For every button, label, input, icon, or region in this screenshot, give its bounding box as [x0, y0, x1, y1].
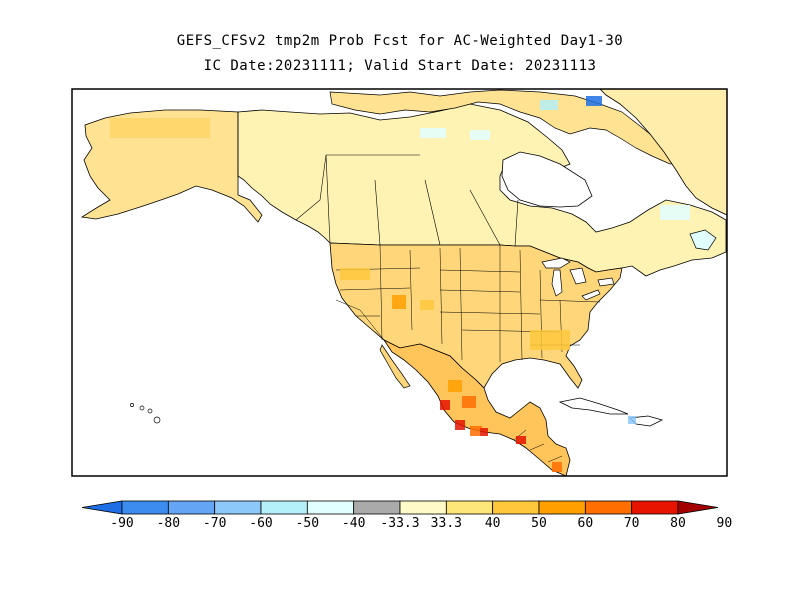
colorbar-tick-label: 40: [484, 516, 501, 531]
colorbar-tick-label: 80: [670, 516, 686, 531]
colorbar-tick-label: 90: [716, 516, 733, 531]
colorbar-tick-label: 60: [577, 516, 594, 531]
colorbar-swatch: [214, 500, 262, 515]
baja-california: [379, 344, 411, 389]
cuba-island: [558, 397, 629, 415]
map-frame: [71, 88, 728, 477]
colorbar-tick-label: -80: [156, 516, 181, 531]
newfoundland-island: [689, 229, 717, 251]
colorbar-swatch: [121, 500, 169, 515]
province-boundaries: [237, 112, 519, 247]
colorbar-tick-label: 33.3: [430, 516, 462, 531]
colorbar-swatch: [353, 500, 401, 515]
colorbar-swatch: [631, 500, 679, 515]
colorbar-swatch: [306, 500, 355, 515]
colorbar-swatch: [538, 500, 586, 515]
probability-shading: [110, 96, 690, 472]
colorbar-swatch: [492, 500, 540, 515]
colorbar-swatch: [445, 500, 494, 515]
hawaii-islands: [130, 403, 161, 424]
colorbar-swatch: [399, 500, 447, 515]
arctic-islands: [329, 89, 691, 165]
chart-subtitle: IC Date:20231111; Valid Start Date: 2023…: [203, 58, 597, 74]
colorbar-tick-label: -90: [110, 516, 134, 531]
colorbar-swatch: [167, 500, 216, 515]
canada-land: [237, 103, 727, 277]
colorbar-tick-label: -70: [202, 516, 227, 531]
colorbar-swatch: [260, 500, 308, 515]
colorbar-tick-label: -50: [295, 516, 320, 531]
colorbar-tick-label: 70: [623, 516, 640, 531]
hudson-bay: [501, 151, 593, 208]
alaska-land: [80, 109, 263, 223]
great-lakes: [541, 257, 615, 301]
greenland-land: [599, 89, 727, 216]
colorbar-arrow-left: [81, 500, 123, 515]
colorbar-tick-label: 50: [531, 516, 547, 531]
colorbar-tick-label: -60: [249, 516, 273, 531]
chart-title: GEFS_CFSv2 tmp2m Prob Fcst for AC-Weight…: [176, 33, 624, 49]
colorbar-tick-label: -40: [341, 516, 366, 531]
colorbar-arrow-right: [677, 500, 719, 515]
colorbar-swatch: [584, 500, 633, 515]
colorbar-tick-label: -33.3: [380, 516, 420, 531]
